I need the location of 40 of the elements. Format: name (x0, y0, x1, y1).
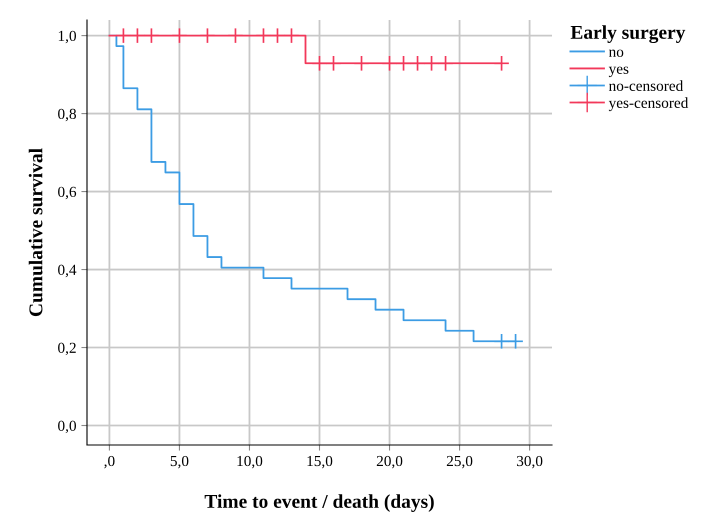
point (311, 55, 328, 72)
x-tick-label: 20,0 (376, 456, 402, 468)
x-tick-label: 15,0 (307, 456, 332, 468)
legend-label: yes (608, 66, 628, 78)
legend-label: no-censored (608, 80, 684, 91)
point (115, 27, 132, 44)
point (423, 55, 440, 72)
legend-label: yes-censored (608, 97, 688, 112)
y-tick-label: 0,2 (58, 342, 76, 356)
y-tick-label: 0,6 (58, 186, 76, 200)
point (353, 55, 370, 72)
legend-label: no (608, 50, 624, 57)
point (437, 55, 454, 72)
point (269, 27, 286, 44)
point (283, 27, 300, 44)
point (227, 27, 244, 44)
point (171, 27, 188, 44)
point (493, 333, 510, 350)
x-tick-label: 10,0 (237, 456, 262, 468)
point (199, 27, 216, 44)
point (395, 55, 412, 72)
point (493, 55, 510, 72)
point (381, 55, 398, 72)
point (143, 27, 160, 44)
x-tick-label: 5,0 (170, 456, 188, 468)
y-tick-label: 0,0 (58, 420, 76, 434)
x-tick-label: 30,0 (516, 456, 542, 468)
y-tick-label: 0,8 (58, 108, 76, 122)
y-tick-label: 0,4 (58, 264, 76, 278)
y-axis-title: Cumulative survival (28, 148, 42, 316)
point (255, 27, 272, 44)
legend-title: Early surgery (570, 25, 686, 44)
point (325, 55, 342, 72)
point (129, 27, 146, 44)
point (507, 333, 524, 350)
x-axis-title: Time to event / death (days) (204, 494, 434, 512)
x-tick-label: 25,0 (446, 456, 472, 468)
x-tick-label: ,0 (104, 456, 115, 468)
point (409, 55, 426, 72)
y-tick-label: 1,0 (58, 30, 76, 44)
